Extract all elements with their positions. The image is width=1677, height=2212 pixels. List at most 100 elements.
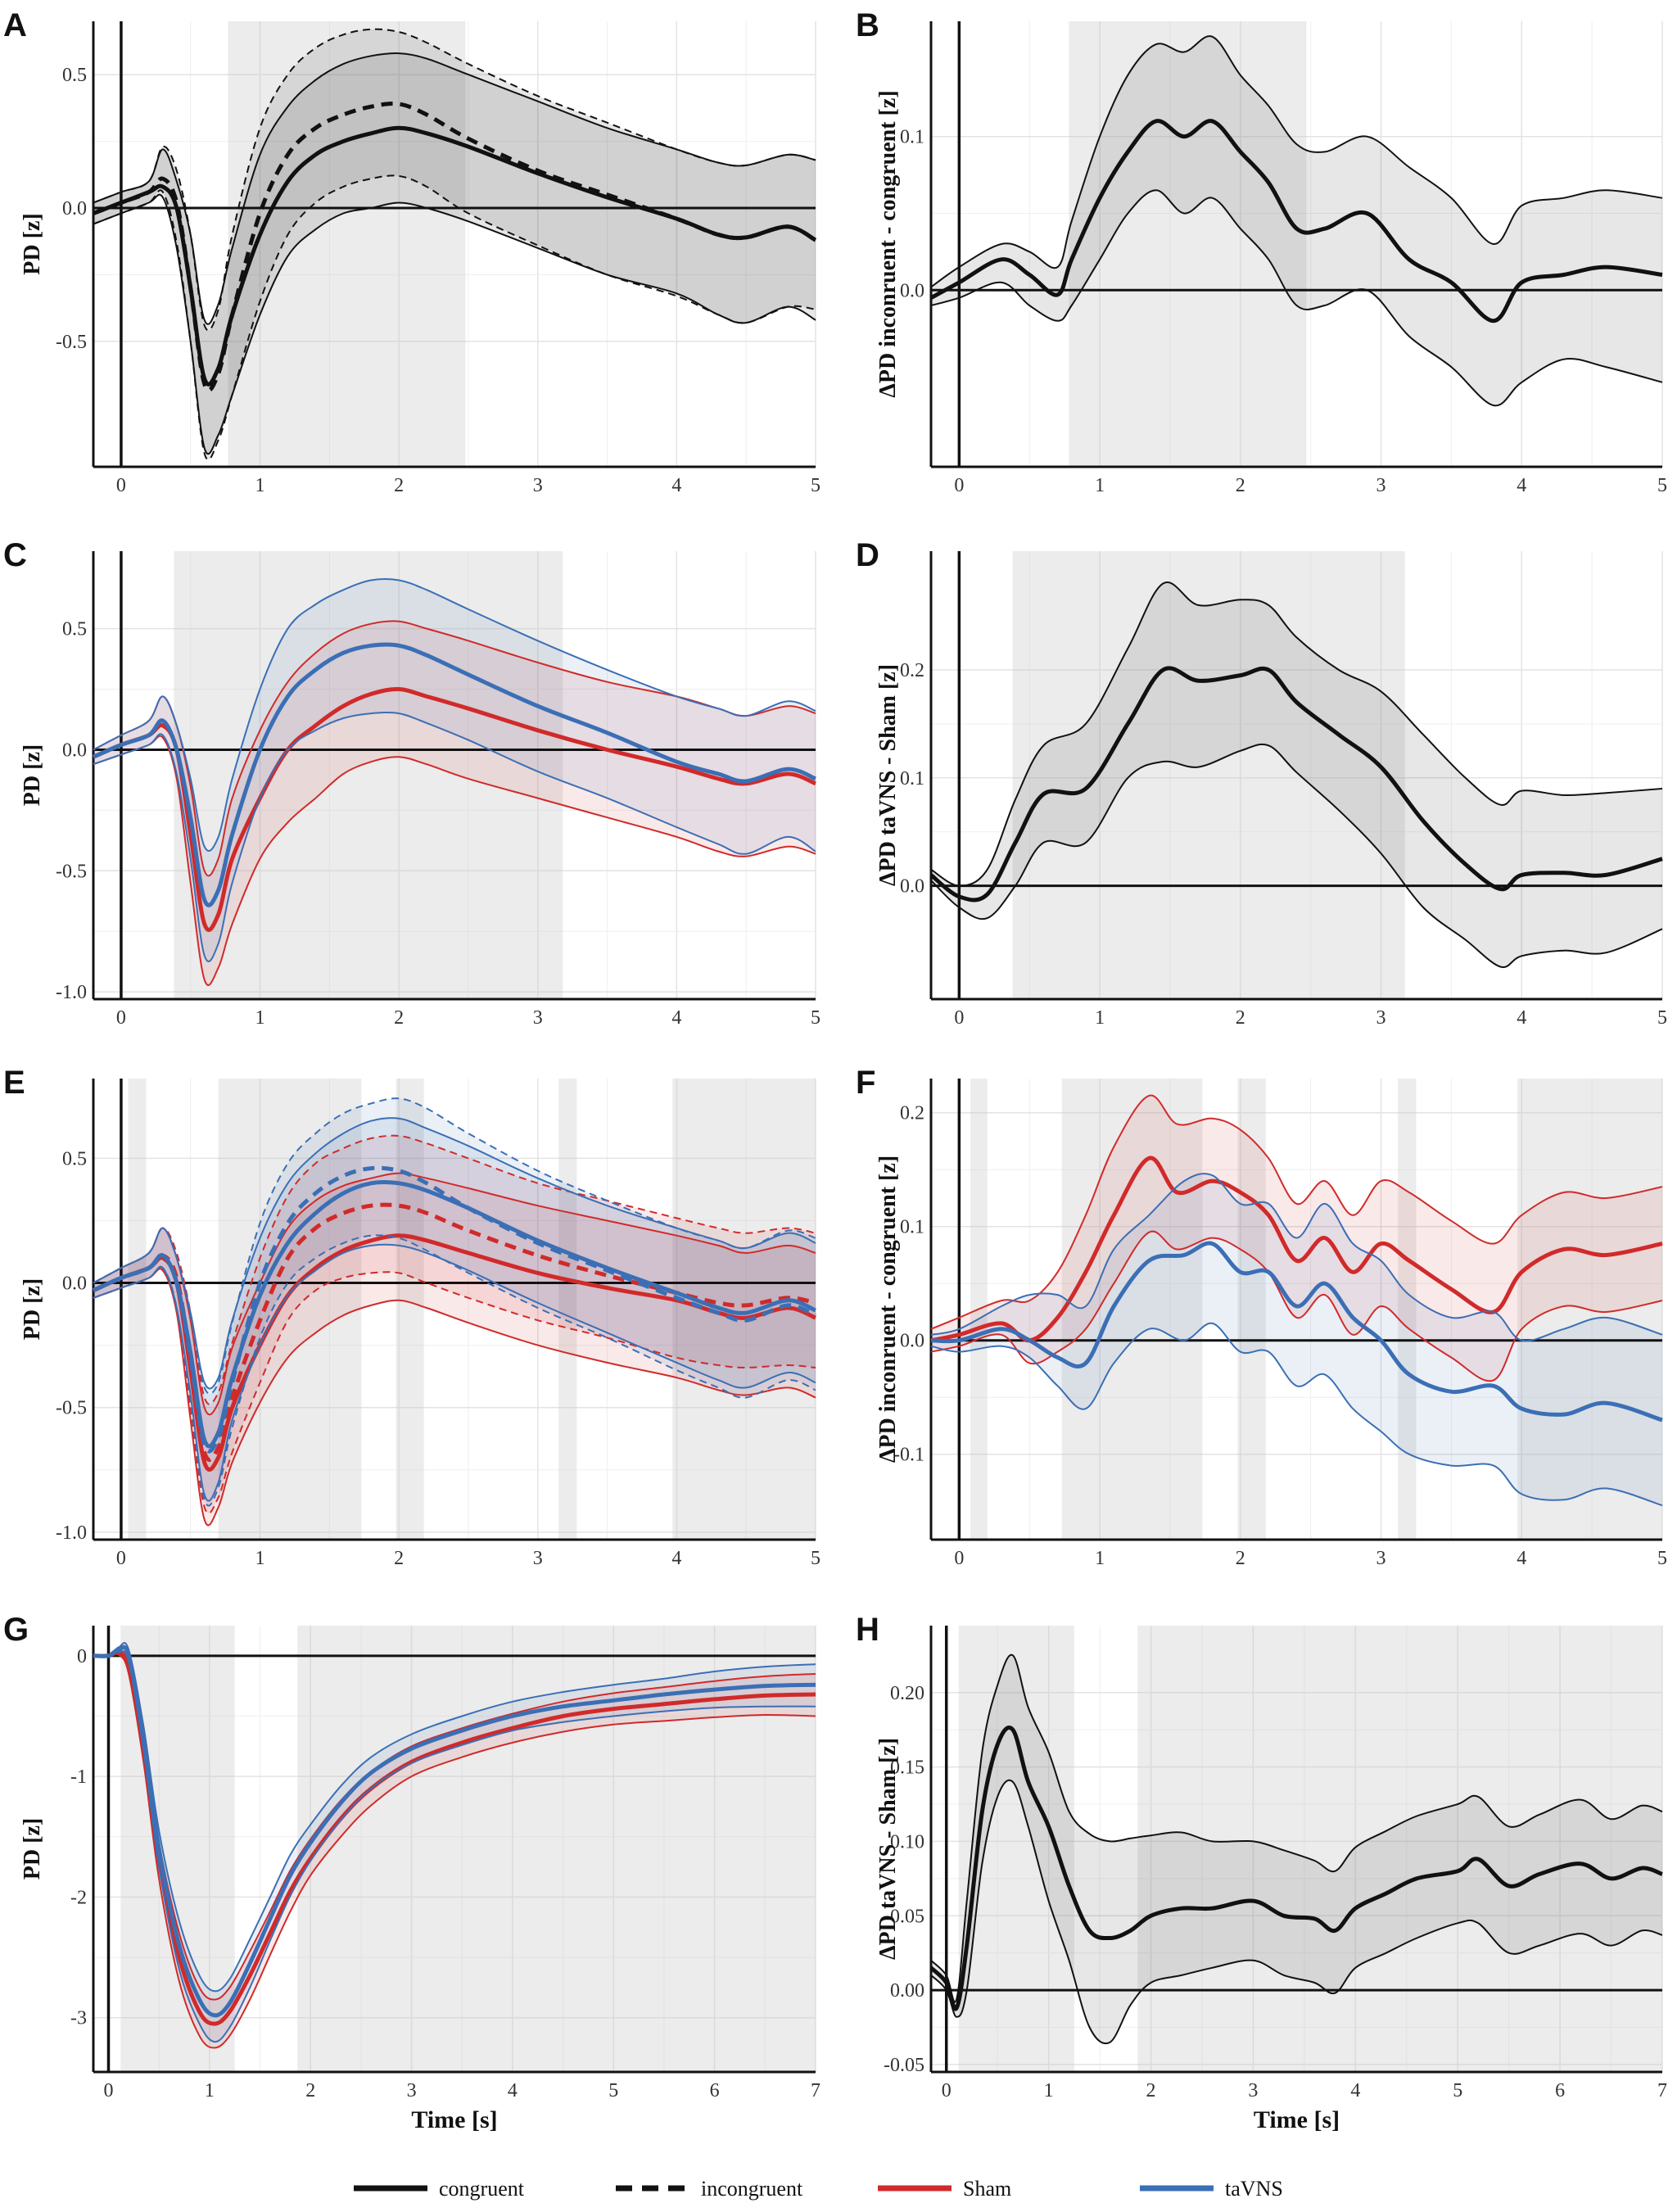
panel-C: 0 1 2 3 4 5 -1.0 -0.5 0.0 0.5 PD [z] C <box>3 537 820 1029</box>
x-tick-label: 5 <box>1657 1548 1667 1569</box>
y-tick-label: 0.1 <box>900 1217 924 1238</box>
ci-upper-sham-incongruent <box>93 1134 816 1405</box>
ci-lower-difference <box>930 189 1663 407</box>
panel-H: 0 1 2 3 4 5 6 7 -0.05 0.00 0.05 0.10 0.15 0.20 ΔPD taV… <box>856 1612 1667 2133</box>
x-tick-label: 5 <box>1657 1007 1667 1029</box>
y-tick-label: 0.0 <box>62 740 87 761</box>
significance-region <box>1012 551 1405 999</box>
mean-line-sham <box>930 1156 1663 1343</box>
y-axis-title: PD [z] <box>20 1278 45 1340</box>
x-tick-label: 5 <box>608 2080 618 2101</box>
panel-label: D <box>856 537 879 573</box>
x-tick-label: 2 <box>1236 475 1245 496</box>
y-tick-label: 0.5 <box>62 65 87 86</box>
x-tick-label: 2 <box>394 475 404 496</box>
panel-F: 0 1 2 3 4 5 -0.1 0.0 0.1 0.2 ΔPD inconruent - cong… <box>856 1065 1667 1569</box>
significance-region <box>128 1079 147 1540</box>
mean-line-difference <box>929 666 1663 902</box>
ribbon-tavns-congruent <box>93 1118 816 1501</box>
ribbon-sham-congruent <box>93 1173 816 1526</box>
y-axis-title: ΔPD taVNS - Sham [z] <box>875 1738 901 1960</box>
ci-upper-tavns-incongruent <box>93 1097 816 1395</box>
x-tick-label: 4 <box>671 475 681 496</box>
significance-region <box>396 1079 424 1540</box>
significance-region <box>174 551 563 999</box>
ci-lower-sham-congruent <box>93 1268 816 1527</box>
panel-E: 0 1 2 3 4 5 -1.0 -0.5 0.0 0.5 PD [z] E <box>3 1065 820 1569</box>
mean-line-difference <box>929 119 1663 323</box>
x-tick-label: 1 <box>1095 1548 1105 1569</box>
significance-region <box>1137 1626 1662 2072</box>
x-tick-label: 1 <box>1095 475 1105 496</box>
significance-region <box>558 1079 577 1540</box>
y-tick-label: 0.0 <box>900 280 924 301</box>
x-tick-label: 0 <box>954 1007 964 1029</box>
x-tick-label: 3 <box>1376 475 1386 496</box>
ribbon-sham <box>93 621 816 985</box>
ci-lower-tavns-incongruent <box>93 1234 816 1507</box>
y-tick-label: -1 <box>70 1766 87 1788</box>
x-tick-label: 5 <box>811 1007 820 1029</box>
y-tick-label: 0.1 <box>900 768 924 789</box>
x-tick-label: 2 <box>1236 1548 1245 1569</box>
y-axis-title: ΔPD inconruent - congruent [z] <box>875 1156 901 1463</box>
ribbon-difference <box>931 1654 1662 2044</box>
legend-label-incongruent: incongruent <box>701 2177 803 2201</box>
x-tick-label: 5 <box>811 475 820 496</box>
x-tick-label: 4 <box>1350 2080 1360 2101</box>
x-tick-label: 5 <box>1453 2080 1462 2101</box>
significance-region <box>218 1079 362 1540</box>
x-tick-label: 0 <box>942 2080 952 2101</box>
y-tick-label: -0.1 <box>893 1445 924 1466</box>
significance-region <box>228 21 466 467</box>
panel-label: B <box>856 7 879 43</box>
x-tick-label: 3 <box>1248 2080 1258 2101</box>
x-tick-label: 0 <box>104 2080 114 2101</box>
y-tick-label: 0.0 <box>900 876 924 898</box>
x-tick-label: 3 <box>407 2080 417 2101</box>
y-tick-label: 0.00 <box>890 1980 924 2002</box>
panel-label: E <box>3 1065 25 1101</box>
ribbon-sham-incongruent <box>93 1135 816 1513</box>
y-tick-label: -0.5 <box>56 1398 87 1419</box>
ci-upper-tavns <box>930 1173 1663 1342</box>
y-tick-label: 0.0 <box>62 1273 87 1295</box>
ribbon-congruent <box>93 52 816 455</box>
panel-A: 0 1 2 3 4 5 -0.5 0.0 0.5 PD [z] A <box>3 7 820 496</box>
mean-line-tavns-incongruent <box>92 1165 817 1454</box>
ci-lower-incongruent <box>93 174 816 461</box>
legend-label-congruent: congruent <box>439 2177 525 2201</box>
panel-label: G <box>3 1612 29 1648</box>
x-axis-title: Time [s] <box>1254 2106 1340 2133</box>
ci-upper-difference <box>930 581 1663 887</box>
y-tick-label: 0.2 <box>900 1103 924 1124</box>
mean-line-tavns <box>93 642 816 907</box>
mean-line-incongruent <box>93 102 817 392</box>
y-tick-label: -3 <box>70 2008 87 2029</box>
x-tick-label: 6 <box>1555 2080 1565 2101</box>
ci-upper-difference <box>930 1653 1663 2003</box>
y-tick-label: 0.15 <box>890 1757 924 1779</box>
legend-label-sham: Sham <box>963 2177 1011 2201</box>
ci-lower-tavns-congruent <box>93 1243 816 1502</box>
y-tick-label: 0.0 <box>62 198 87 219</box>
x-tick-label: 4 <box>671 1007 681 1029</box>
ci-upper-tavns <box>93 578 816 852</box>
mean-line-tavns-congruent <box>92 1179 817 1449</box>
y-tick-label: 0.10 <box>890 1831 924 1852</box>
panel-label: C <box>3 537 27 573</box>
x-tick-label: 3 <box>1376 1007 1386 1029</box>
mean-line-difference <box>929 1726 1663 2011</box>
x-tick-label: 3 <box>533 475 543 496</box>
x-tick-label: 1 <box>1095 1007 1105 1029</box>
y-axis-title: ΔPD taVNS - Sham [z] <box>875 664 901 886</box>
ribbon-tavns <box>93 579 816 961</box>
y-tick-label: 0.2 <box>900 660 924 681</box>
y-tick-label: -0.5 <box>56 861 87 882</box>
y-tick-label: 0.1 <box>900 127 924 148</box>
y-tick-label: -1.0 <box>56 1522 87 1544</box>
y-axis-title: PD [z] <box>20 744 45 806</box>
x-tick-label: 3 <box>1376 1548 1386 1569</box>
